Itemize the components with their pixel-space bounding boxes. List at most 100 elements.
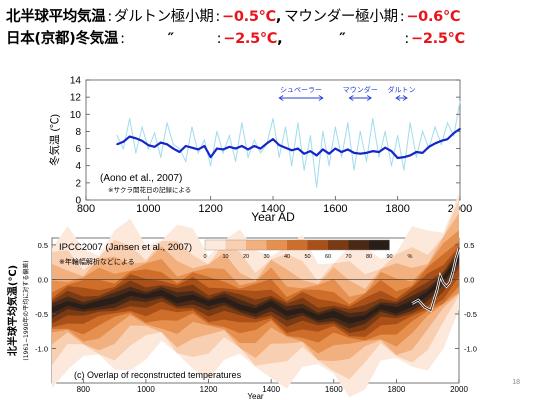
aono-citation: (Aono et al., 2007) — [100, 173, 182, 184]
raw-point — [409, 122, 411, 124]
instrumental-point — [455, 258, 457, 260]
smoothed-point — [222, 148, 225, 151]
raw-point — [372, 117, 374, 120]
colon: : — [107, 9, 112, 25]
smoothed-point — [159, 141, 162, 144]
smoothed-point — [340, 151, 343, 153]
colon: : — [404, 31, 409, 47]
raw-point — [235, 160, 237, 163]
instrumental-point — [430, 309, 432, 312]
legend-tick-label: 10 — [222, 254, 228, 260]
raw-point — [422, 130, 424, 133]
raw-point — [365, 160, 368, 163]
smoothed-point — [297, 147, 299, 150]
legend-swatch — [225, 240, 246, 250]
raw-point — [160, 156, 162, 158]
legend-frame — [204, 239, 390, 251]
raw-point — [316, 186, 318, 188]
smoothed-point — [396, 157, 399, 159]
y-tick-label: 2 — [75, 178, 81, 189]
legend-tick-label: 70 — [345, 254, 351, 260]
overlap-caption: (c) Overlap of reconstructed temperature… — [74, 370, 242, 380]
raw-point — [197, 152, 199, 154]
instrumental-point — [448, 282, 451, 284]
period-label: シュペーラー — [280, 86, 322, 94]
raw-point — [259, 152, 262, 154]
smoothed-point — [359, 152, 362, 155]
nh-temperature-overlap-chart: 0.50.50.00.0-0.5-0.5-1.0-1.0 800 1000 1200… — [6, 193, 477, 400]
x-tick-label: 1000 — [137, 385, 155, 394]
legend-tick-label: 0 — [203, 254, 206, 260]
smoothed-point — [353, 151, 355, 154]
smoothed-point — [116, 143, 119, 146]
raw-point — [384, 130, 386, 133]
smoothed-point — [321, 148, 324, 151]
smoothed-point — [384, 146, 387, 149]
smoothed-point — [290, 149, 293, 152]
bottom-y-axis-label: 北半球平均気温(℃) — [6, 265, 19, 356]
raw-point — [210, 165, 212, 167]
colon: : — [215, 9, 220, 25]
y-tick-label: -1.0 — [464, 344, 477, 353]
kyoto-label: 日本(京都)冬気温 — [6, 31, 119, 47]
smoothed-point — [328, 152, 330, 155]
arrow-head-right — [402, 95, 408, 101]
smoothed-point — [172, 147, 175, 150]
smoothed-point — [147, 144, 150, 147]
smoothed-point — [378, 151, 380, 153]
smoothed-point — [184, 145, 187, 147]
raw-point — [403, 169, 405, 171]
legend-swatch — [328, 240, 349, 250]
ditto-mark: ″ — [339, 31, 346, 47]
raw-point — [309, 135, 311, 137]
nh-label: 北半球平均気温 — [6, 9, 106, 25]
smoothed-point — [166, 143, 168, 146]
smoothed-line — [116, 127, 461, 160]
instrumental-series — [411, 247, 461, 313]
smoothed-point — [203, 145, 206, 147]
instrumental-point — [436, 289, 438, 291]
smoothed-point — [346, 148, 349, 151]
smoothed-point — [427, 145, 430, 148]
arrow-head-left — [395, 95, 401, 101]
bottom-y-ticks: 0.5 0.5 0.0 0.0 -0.5 -0.5 -1.0 -1.0 — [35, 241, 477, 354]
bottom-x-axis-label: Year — [247, 392, 264, 400]
minimum-periods: シュペーラー マウンダー ダルトン — [278, 85, 416, 101]
x-tick-label: 1400 — [261, 203, 285, 215]
raw-point — [278, 156, 280, 158]
raw-point — [284, 126, 287, 128]
raw-point — [247, 156, 249, 158]
raw-point — [253, 139, 255, 141]
x-tick-label: 1000 — [136, 203, 160, 215]
raw-point — [446, 122, 449, 124]
smoothed-point — [216, 147, 218, 150]
raw-point — [191, 126, 193, 128]
smoothed-point — [452, 132, 455, 135]
arrow-head-right — [318, 95, 324, 101]
raw-point — [397, 135, 399, 137]
y-tick-label: 0.5 — [38, 241, 48, 250]
arrow-head-left — [348, 95, 354, 101]
y-tick-label: 0.0 — [38, 275, 48, 284]
smoothed-point — [197, 148, 200, 151]
instrumental-point — [439, 275, 441, 277]
tree-ring-note: ※年輪幅解析などによる — [59, 257, 135, 266]
x-tick-label: 1600 — [325, 385, 343, 394]
y-tick-label: 8 — [75, 127, 81, 138]
instrumental-point — [445, 285, 448, 288]
smoothed-point — [309, 150, 312, 153]
y-tick-label: 10 — [70, 110, 82, 121]
smoothed-point — [434, 142, 436, 145]
instrumental-point — [458, 247, 460, 250]
smoothed-temperature-series — [116, 127, 461, 160]
y-tick-label: 0.5 — [464, 241, 474, 250]
sakura-note: ※サクラ開花日の記録による — [108, 185, 191, 194]
y-tick-label: 0 — [75, 196, 81, 207]
smoothed-point — [247, 148, 249, 151]
separator: , — [277, 31, 283, 47]
separator: , — [275, 9, 282, 25]
raw-point — [353, 169, 355, 171]
instrumental-point — [452, 271, 454, 274]
raw-point — [415, 156, 417, 158]
